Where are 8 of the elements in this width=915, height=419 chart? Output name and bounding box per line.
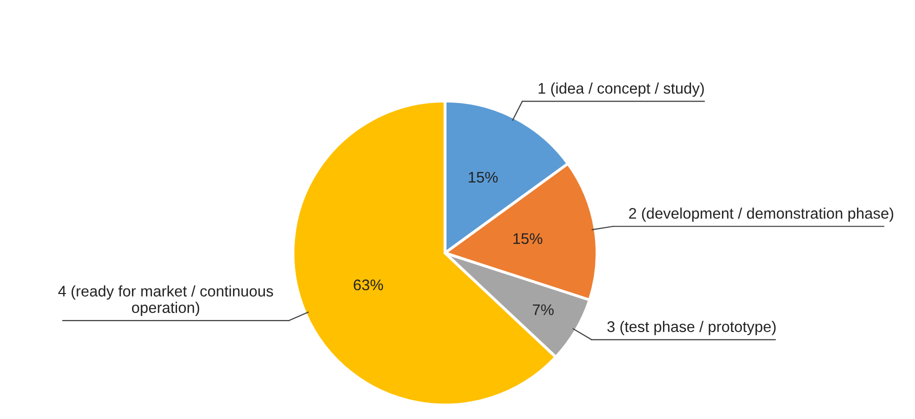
slice-label: 1 (idea / concept / study) [538, 82, 704, 97]
data-label: 63% [354, 279, 384, 290]
data-label: 15% [468, 172, 498, 183]
data-label: 7% [532, 304, 554, 316]
slice-label: 4 (ready for market / continuous operation) [58, 285, 274, 316]
data-label: 15% [513, 233, 542, 244]
slice-label: 2 (development / demonstration phase) [629, 208, 894, 222]
slice-label: 3 (test phase / prototype) [607, 320, 776, 336]
